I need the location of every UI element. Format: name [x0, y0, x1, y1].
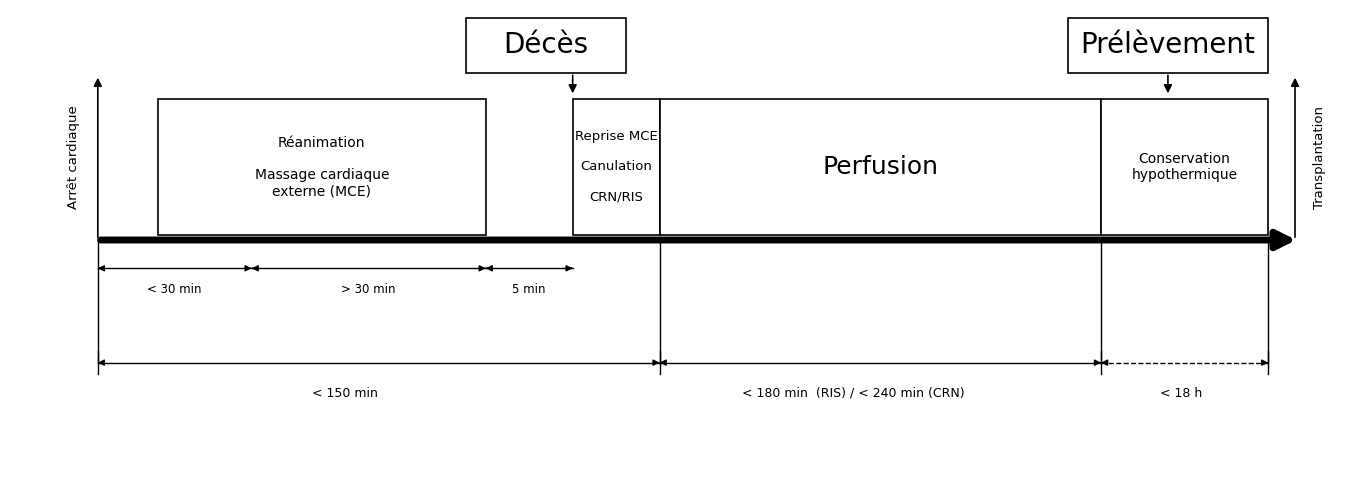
- Bar: [466, 18, 626, 72]
- Text: < 30 min: < 30 min: [148, 283, 202, 296]
- Text: 5 min: 5 min: [513, 283, 546, 296]
- Bar: [660, 98, 1101, 235]
- Text: < 150 min: < 150 min: [312, 387, 378, 400]
- Text: < 180 min  (RIS) / < 240 min (CRN): < 180 min (RIS) / < 240 min (CRN): [742, 387, 965, 400]
- Text: Perfusion: Perfusion: [822, 155, 938, 179]
- Text: Transplantation: Transplantation: [1312, 106, 1326, 209]
- Text: Prélèvement: Prélèvement: [1081, 31, 1256, 60]
- Bar: [1067, 18, 1268, 72]
- Bar: [1101, 98, 1268, 235]
- Bar: [572, 98, 660, 235]
- Text: Réanimation

Massage cardiaque
externe (MCE): Réanimation Massage cardiaque externe (M…: [254, 135, 389, 198]
- Text: Reprise MCE

Canulation

CRN/RIS: Reprise MCE Canulation CRN/RIS: [575, 131, 658, 204]
- Text: > 30 min: > 30 min: [342, 283, 396, 296]
- Text: Décès: Décès: [503, 31, 588, 60]
- Text: Arrêt cardiaque: Arrêt cardiaque: [67, 106, 81, 209]
- Text: Conservation
hypothermique: Conservation hypothermique: [1132, 152, 1238, 182]
- Text: < 18 h: < 18 h: [1160, 387, 1202, 400]
- Bar: [157, 98, 486, 235]
